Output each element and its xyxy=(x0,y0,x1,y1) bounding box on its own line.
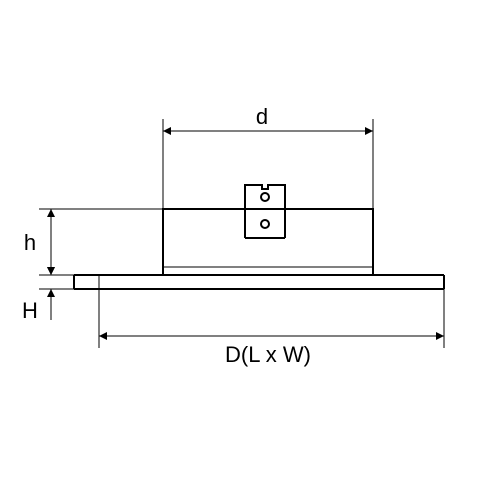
upper-box xyxy=(163,209,373,275)
label-H: H xyxy=(22,298,38,323)
dimension-h: h xyxy=(24,209,163,275)
dimension-diagram: d h H D(L x W) xyxy=(0,0,500,500)
label-d: d xyxy=(256,104,268,129)
dimension-D: D(L x W) xyxy=(99,289,444,367)
label-h: h xyxy=(24,230,36,255)
label-D: D(L x W) xyxy=(225,342,311,367)
dimension-H: H xyxy=(22,260,74,323)
base-plate xyxy=(74,275,444,289)
terminal-block xyxy=(245,185,285,238)
